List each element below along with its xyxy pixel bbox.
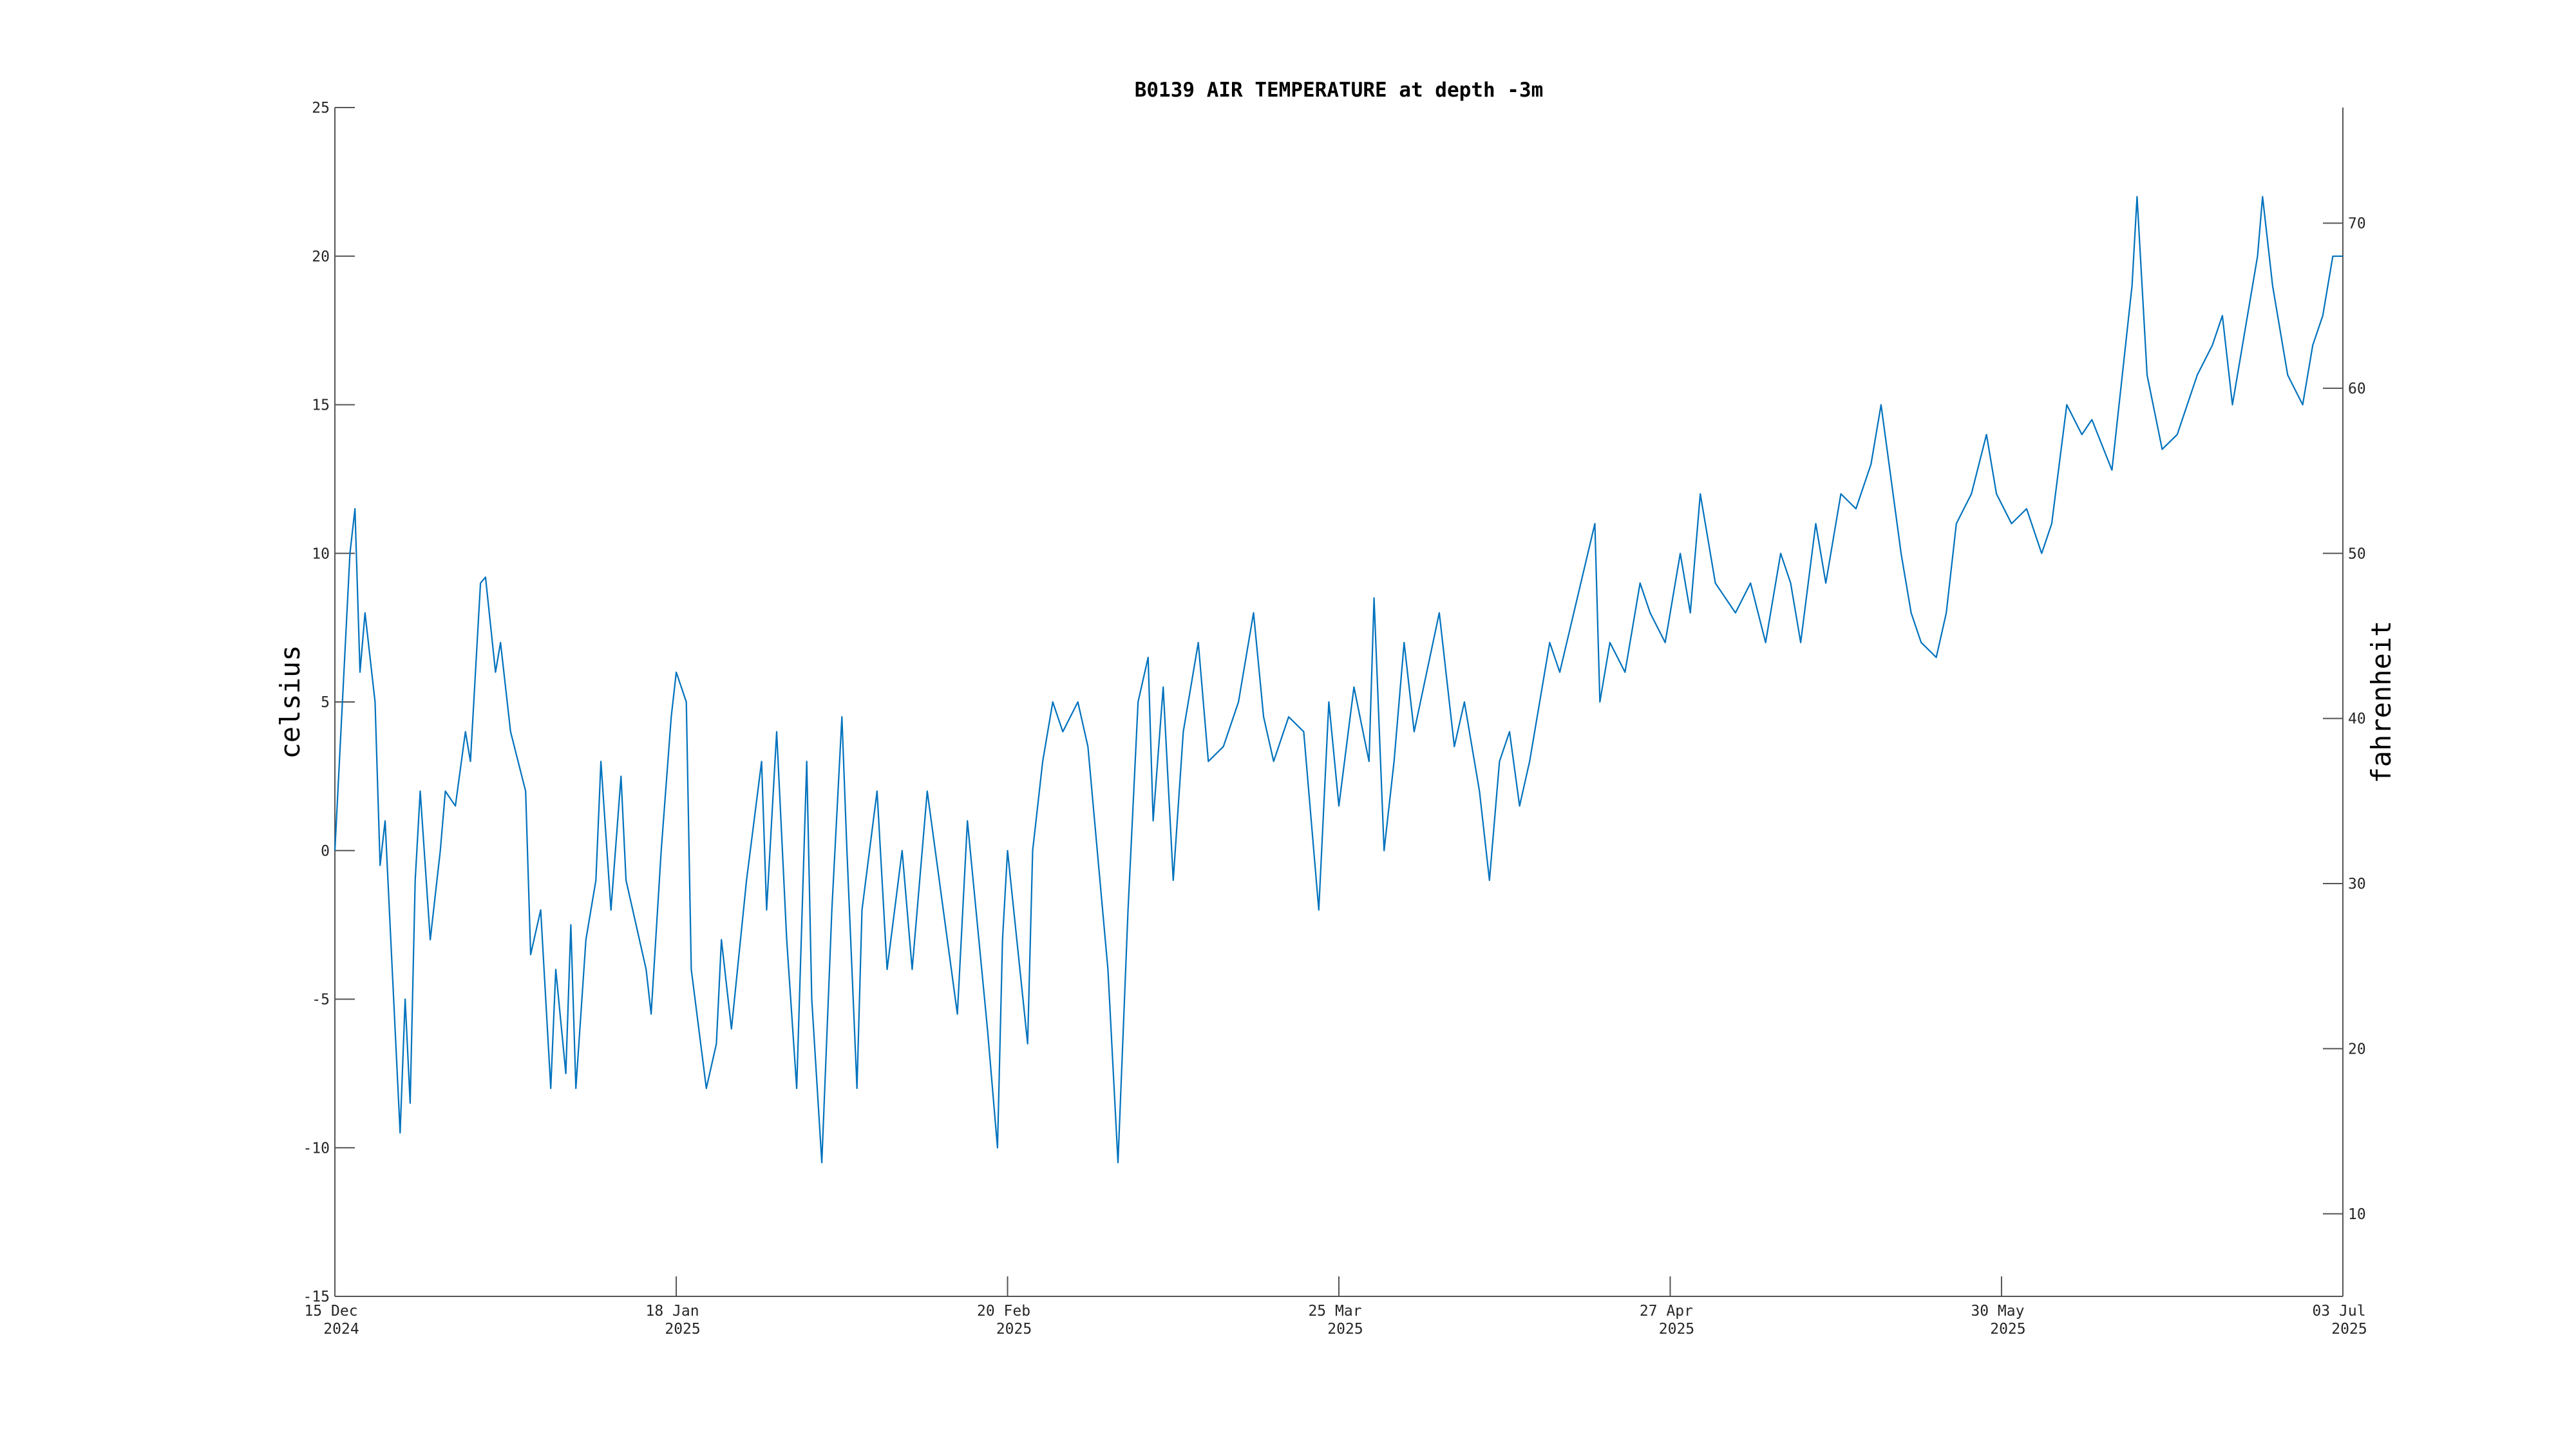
x-tick-label: 30 May	[1971, 1303, 2024, 1320]
y-tick-label: 25	[312, 100, 330, 117]
x-tick-label: 2025	[1659, 1321, 1694, 1338]
x-tick-label: 2025	[2331, 1321, 2367, 1338]
x-tick-label: 20 Feb	[977, 1303, 1030, 1320]
y-tick-label: 10	[312, 545, 330, 562]
y-tick-label: 20	[312, 249, 330, 265]
y-tick-label: -10	[303, 1140, 330, 1157]
y-tick-label: -5	[312, 992, 330, 1009]
x-tick-label: 2025	[1990, 1321, 2025, 1338]
y-tick-label: 15	[312, 397, 330, 414]
y2-tick-label: 70	[2348, 215, 2366, 232]
y2-tick-label: 20	[2348, 1041, 2366, 1057]
x-tick-label: 27 Apr	[1640, 1303, 1693, 1320]
y2-tick-label: 30	[2348, 876, 2366, 893]
y2-axis-label: fahrenheit	[2365, 621, 2397, 784]
x-tick-label: 2024	[323, 1321, 359, 1338]
y2-tick-label: 60	[2348, 381, 2366, 397]
chart-title: B0139 AIR TEMPERATURE at depth -3m	[1135, 79, 1544, 102]
x-tick-label: 25 Mar	[1308, 1303, 1361, 1320]
x-tick-label: 2025	[665, 1321, 700, 1338]
x-tick-label: 2025	[996, 1321, 1032, 1338]
y-tick-label: -15	[303, 1289, 330, 1305]
x-tick-label: 15 Dec	[304, 1303, 357, 1320]
y2-tick-label: 40	[2348, 711, 2366, 728]
x-tick-label: 2025	[1327, 1321, 1363, 1338]
x-tick-label: 18 Jan	[646, 1303, 699, 1320]
data-line	[334, 196, 2343, 1164]
y-tick-label: 0	[321, 843, 330, 860]
x-tick-label: 03 Jul	[2312, 1303, 2365, 1320]
y2-tick-label: 10	[2348, 1206, 2366, 1223]
y-tick-label: 5	[321, 694, 330, 711]
y-axis-label: celsius	[274, 645, 306, 759]
y2-tick-label: 50	[2348, 545, 2366, 562]
